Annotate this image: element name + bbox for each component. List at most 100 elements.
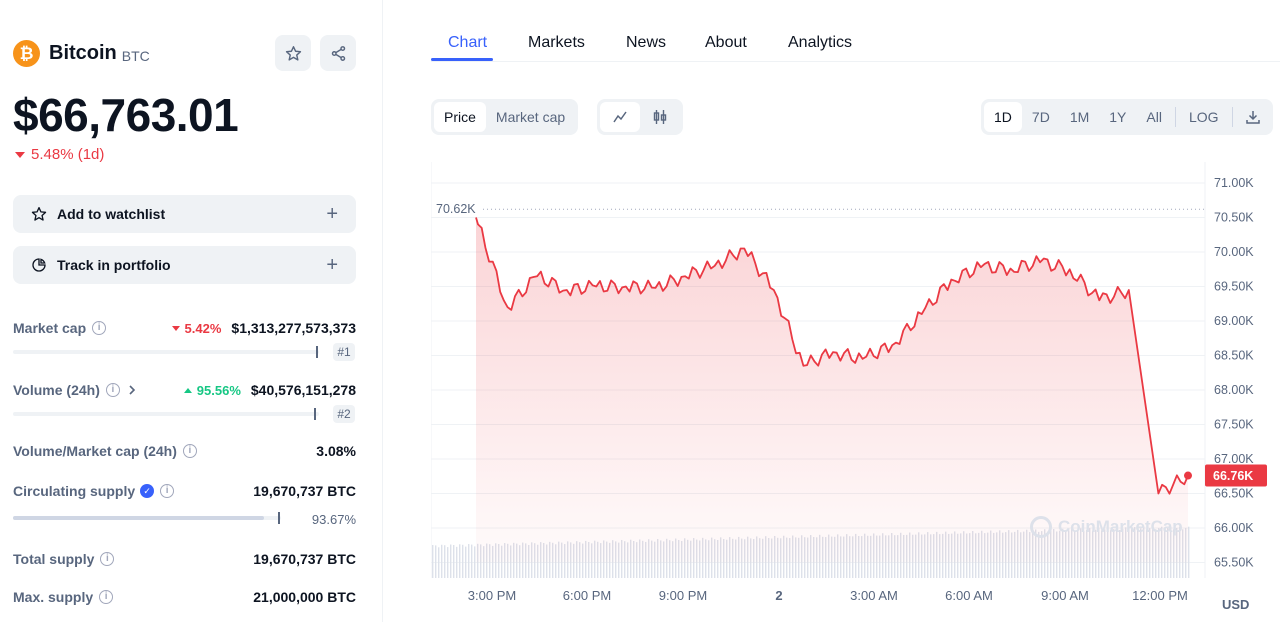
bar-marker [314,408,316,420]
coin-header: ₿ Bitcoin BTC [13,40,150,67]
info-icon[interactable]: i [160,484,175,498]
rank-badge: #2 [333,405,355,423]
current-price-label: 66.76K [1213,469,1253,483]
volume-bar [432,545,434,578]
y-tick-label: 68.00K [1214,383,1254,397]
star-icon [31,207,47,221]
current-price-dot [1184,471,1192,480]
info-icon[interactable]: i [182,444,197,458]
watermark: CoinMarketCap [1030,516,1183,538]
stat-max-supply: Max. supply i 21,000,000 BTC [13,589,356,605]
volume-bar [459,544,461,578]
stat-label: Max. supply [13,589,94,605]
coin-symbol: BTC [121,47,150,64]
coin-summary-panel: ₿ Bitcoin BTC $66,763.01 5.48% (1d) Add … [0,0,383,622]
pie-chart-icon [32,258,46,272]
tab-analytics[interactable]: Analytics [788,34,853,51]
candlestick-button[interactable] [640,102,680,132]
currency-label: USD [1222,597,1250,612]
stat-value: $1,313,277,573,373 [231,320,356,336]
add-to-watchlist-button[interactable]: Add to watchlist + [13,195,356,233]
range-1y[interactable]: 1Y [1109,109,1127,125]
price-chart-svg[interactable]: 70.62K 71.00K 70.50K 70.00K 69.50K 69.00K 68.… [430,162,1276,622]
log-scale-button[interactable]: LOG [1188,109,1219,125]
volume-bar [450,544,452,578]
up-arrow-icon [183,387,192,393]
volume-bar [438,547,440,578]
market-cap-toggle-button[interactable]: Market cap [495,109,566,125]
bar-marker [316,346,318,358]
verified-icon: ✓ [140,484,155,498]
volume-bar [13,408,319,420]
stat-label: Volume/Market cap (24h) [13,443,177,459]
volume-bar [468,544,470,578]
y-tick-label: 69.00K [1214,314,1254,328]
stat-change: 95.56% [183,383,241,398]
info-icon[interactable]: i [92,321,107,335]
volume-bar [465,546,467,578]
down-arrow-icon [15,151,25,158]
track-portfolio-button[interactable]: Track in portfolio + [13,246,356,284]
stat-value: 19,670,737 BTC [253,551,356,567]
stat-total-supply: Total supply i 19,670,737 BTC [13,551,356,567]
down-arrow-icon [171,325,180,331]
stat-value: 3.08% [316,443,356,459]
divider [1231,107,1233,127]
y-tick-label: 66.50K [1214,487,1254,501]
range-1m[interactable]: 1M [1069,109,1090,125]
share-icon [331,45,345,61]
coinmarketcap-logo-icon [1030,516,1052,538]
favorite-button[interactable] [275,35,311,71]
tab-chart[interactable]: Chart [448,34,488,51]
range-7d[interactable]: 7D [1031,109,1050,125]
range-1d[interactable]: 1D [984,102,1022,132]
price-toggle-button[interactable]: Price [434,102,486,132]
price-change-value: 5.48% (1d) [31,146,105,163]
price-chart[interactable]: 70.62K 71.00K 70.50K 70.00K 69.50K 69.00K 68.… [430,162,1276,622]
price-change-1d: 5.48% (1d) [15,146,104,163]
stat-market-cap: Market cap i 5.42% $1,313,277,573,373 [13,320,356,336]
x-tick-label: 3:00 AM [850,588,898,603]
price-area-fill [476,217,1188,563]
stat-value: 19,670,737 BTC [253,483,356,499]
stat-volume-market-cap: Volume/Market cap (24h) i 3.08% [13,443,356,459]
tab-markets[interactable]: Markets [528,34,585,51]
download-icon [1245,111,1260,124]
x-tick-label: 6:00 PM [563,588,611,603]
price-line [475,217,1189,495]
divider [1174,107,1176,127]
y-axis: 71.00K 70.50K 70.00K 69.50K 69.00K 68.50K 68.0… [1214,176,1254,570]
watchlist-label: Add to watchlist [57,206,166,222]
time-range-selector: 1D 7D 1M 1Y All LOG [981,99,1273,135]
tab-about[interactable]: About [705,34,747,51]
y-tick-label: 70.00K [1214,245,1254,259]
stat-label: Market cap [13,320,87,336]
line-chart-button[interactable] [600,102,640,132]
x-tick-label: 3:00 PM [468,588,516,603]
plus-icon: + [326,253,338,276]
info-icon[interactable]: i [99,590,114,604]
stat-value: 21,000,000 BTC [253,589,356,605]
info-icon[interactable]: i [105,383,120,397]
share-button[interactable] [320,35,356,71]
volume-bar [456,546,458,578]
volume-bar [474,546,476,578]
circulating-supply-bar [13,512,281,524]
y-tick-label: 68.50K [1214,349,1254,363]
watermark-text: CoinMarketCap [1058,517,1183,536]
plus-icon: + [326,202,338,225]
stat-circulating-supply: Circulating supply ✓ i 19,670,737 BTC [13,483,356,499]
range-all[interactable]: All [1146,109,1162,125]
y-tick-label: 66.00K [1214,521,1254,535]
x-tick-label: 9:00 PM [659,588,707,603]
tab-news[interactable]: News [626,34,667,51]
download-button[interactable] [1236,102,1270,132]
active-tab-indicator [431,58,493,61]
chevron-right-icon[interactable] [128,384,136,396]
y-tick-label: 67.50K [1214,418,1254,432]
x-tick-label: 6:00 AM [945,588,993,603]
info-icon[interactable]: i [100,552,115,566]
volume-bar [471,544,473,578]
stat-label: Volume (24h) [13,382,100,398]
stat-value: $40,576,151,278 [250,382,356,398]
